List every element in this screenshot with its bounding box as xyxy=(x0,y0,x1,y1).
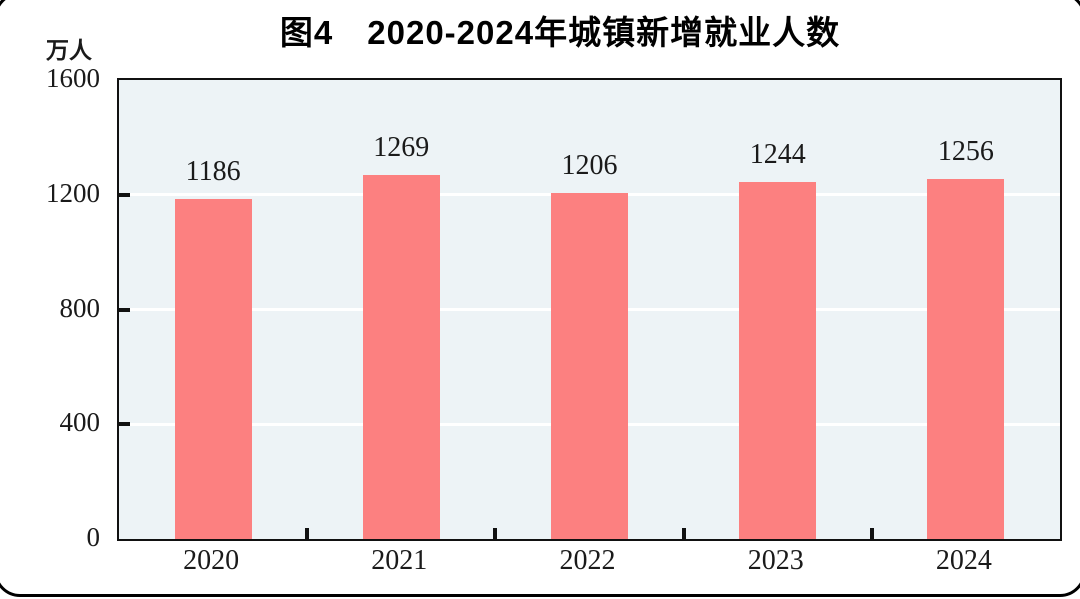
x-tick-boundary-3 xyxy=(681,528,686,539)
bar-value-label-2021: 1269 xyxy=(373,131,430,163)
x-axis-label-2023: 2023 xyxy=(747,545,804,576)
plot-area: 1186 1269 1206 1244 1256 xyxy=(117,78,1062,541)
bar-2024 xyxy=(927,178,1005,539)
y-tick-1200 xyxy=(119,192,130,197)
y-axis-label-0: 0 xyxy=(86,522,101,552)
x-axis-label-2024: 2024 xyxy=(935,545,992,576)
y-axis-label-400: 400 xyxy=(59,407,101,438)
bar-2020 xyxy=(174,198,252,539)
y-axis-label-800: 800 xyxy=(59,292,101,323)
x-axis-label-2022: 2022 xyxy=(559,545,616,576)
y-tick-400 xyxy=(119,422,130,427)
y-axis-label-1200: 1200 xyxy=(46,177,100,208)
bar-value-label-2022: 1206 xyxy=(561,150,618,182)
x-tick-boundary-1 xyxy=(305,528,310,539)
bar-2021 xyxy=(362,174,440,539)
x-axis-label-2021: 2021 xyxy=(371,545,428,576)
bar-2023 xyxy=(739,182,817,539)
y-axis-unit-label: 万人 xyxy=(46,37,92,63)
bar-2022 xyxy=(551,193,628,539)
chart-title: 图4 2020-2024年城镇新增就业人数 xyxy=(279,14,841,51)
bar-value-label-2020: 1186 xyxy=(185,155,241,187)
x-tick-boundary-2 xyxy=(493,528,498,539)
bar-value-label-2023: 1244 xyxy=(749,139,806,171)
y-axis-label-1600: 1600 xyxy=(46,63,100,93)
x-axis-label-2020: 2020 xyxy=(183,545,240,576)
bar-value-label-2024: 1256 xyxy=(937,135,994,167)
x-tick-boundary-4 xyxy=(869,528,874,539)
y-axis-labels: 0 400 800 1200 1600 xyxy=(28,0,100,599)
y-tick-800 xyxy=(119,307,130,312)
